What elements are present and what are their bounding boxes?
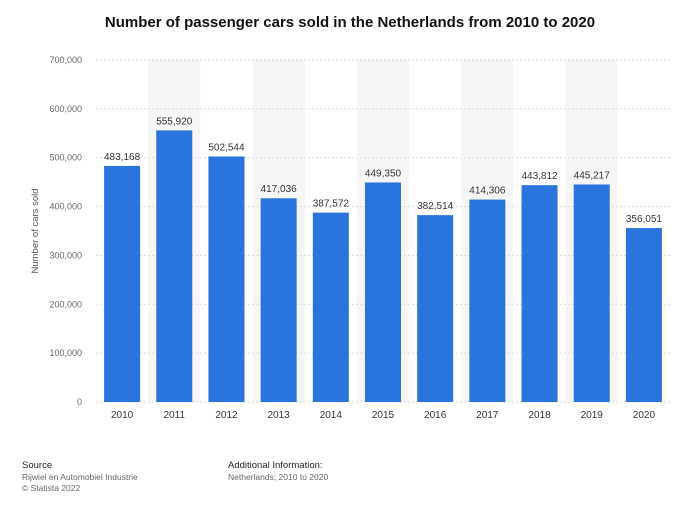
bar	[417, 215, 454, 402]
x-tick-label: 2011	[164, 410, 186, 421]
additional-info-line: Netherlands; 2010 to 2020	[228, 472, 329, 482]
x-tick-label: 2015	[372, 410, 395, 421]
data-label: 555,920	[156, 116, 193, 127]
data-label: 356,051	[626, 214, 663, 225]
data-label: 483,168	[104, 152, 141, 163]
x-tick-label: 2010	[111, 410, 134, 421]
x-tick-label: 2013	[268, 410, 291, 421]
x-tick-label: 2016	[424, 410, 447, 421]
source-line: Rijwiel en Automobiel Industrie	[22, 472, 138, 482]
bar	[156, 130, 193, 402]
x-tick-label: 2020	[633, 410, 656, 421]
bar	[104, 165, 141, 402]
bar	[364, 182, 402, 402]
y-tick-label: 600,000	[49, 104, 82, 114]
y-tick-label: 200,000	[49, 299, 82, 309]
data-label: 449,350	[365, 168, 402, 179]
bar-chart: 0 100,000 200,000 300,000 400,000 500,000 600,…	[30, 55, 670, 421]
source-heading: Source	[22, 460, 53, 471]
x-tick-label: 2014	[320, 410, 343, 421]
y-axis-label: Number of cars sold	[30, 188, 41, 273]
bar	[260, 198, 297, 402]
x-tick-label: 2018	[528, 410, 551, 421]
bar	[625, 228, 662, 402]
y-tick-label: 400,000	[49, 202, 82, 212]
additional-info-heading: Additional Information:	[228, 460, 323, 471]
source-block: Source Rijwiel en Automobiel Industrie ©…	[22, 460, 138, 494]
data-label: 417,036	[261, 184, 298, 195]
data-label: 382,514	[417, 201, 454, 212]
chart-title: Number of passenger cars sold in the Net…	[104, 14, 596, 31]
x-tick-label: 2017	[476, 410, 499, 421]
data-label: 443,812	[521, 171, 558, 182]
bar	[573, 184, 610, 402]
bar	[469, 199, 506, 402]
additional-info-block: Additional Information: Netherlands; 201…	[228, 460, 328, 483]
bar	[312, 212, 349, 402]
bar	[208, 156, 245, 402]
y-tick-label: 0	[77, 397, 82, 407]
data-label: 414,306	[469, 186, 506, 197]
copyright-line: © Statista 2022	[22, 483, 81, 493]
data-label: 445,217	[574, 170, 611, 181]
y-tick-label: 300,000	[49, 250, 82, 260]
y-tick-label: 500,000	[49, 153, 82, 163]
bar	[521, 185, 558, 402]
x-tick-label: 2019	[581, 410, 604, 421]
data-label: 387,572	[313, 199, 350, 210]
y-tick-label: 100,000	[49, 348, 82, 358]
y-tick-label: 700,000	[49, 55, 82, 65]
x-tick-label: 2012	[215, 410, 238, 421]
data-label: 502,544	[208, 142, 245, 153]
